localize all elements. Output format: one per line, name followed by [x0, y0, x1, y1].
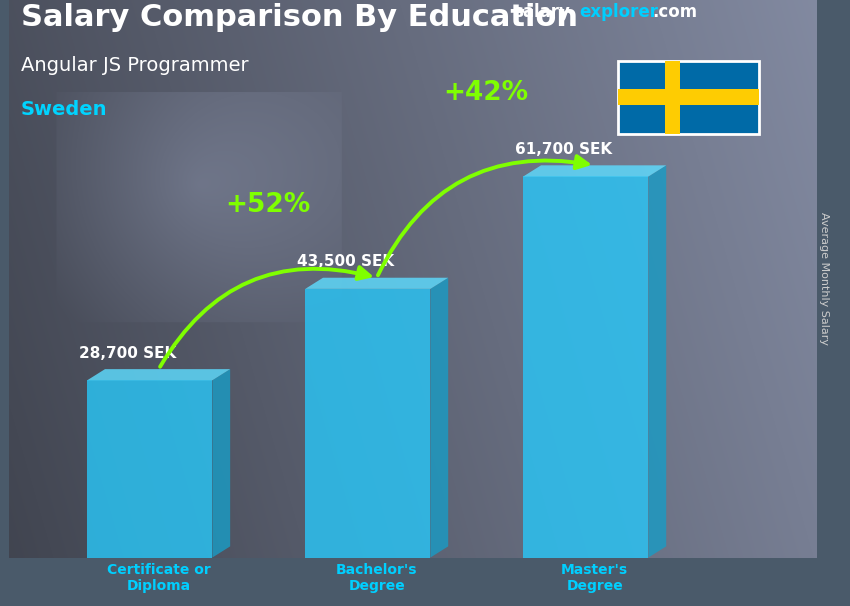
Bar: [618, 89, 759, 105]
Polygon shape: [305, 289, 430, 558]
Text: Salary Comparison By Education: Salary Comparison By Education: [20, 3, 578, 32]
Text: +42%: +42%: [443, 80, 529, 106]
Text: 28,700 SEK: 28,700 SEK: [79, 346, 177, 361]
Text: salary: salary: [513, 3, 570, 21]
Polygon shape: [524, 165, 666, 176]
Text: 61,700 SEK: 61,700 SEK: [515, 142, 612, 157]
Bar: [618, 61, 759, 134]
Text: Certificate or
Diploma: Certificate or Diploma: [107, 563, 211, 593]
Polygon shape: [88, 369, 230, 381]
Text: explorer: explorer: [580, 3, 659, 21]
Text: 43,500 SEK: 43,500 SEK: [298, 255, 394, 270]
Polygon shape: [305, 278, 448, 289]
Polygon shape: [212, 369, 230, 558]
Polygon shape: [88, 381, 212, 558]
Text: Sweden: Sweden: [20, 101, 107, 119]
Text: .com: .com: [652, 3, 697, 21]
Text: Angular JS Programmer: Angular JS Programmer: [20, 56, 248, 75]
Polygon shape: [430, 278, 448, 558]
Text: Master's
Degree: Master's Degree: [561, 563, 628, 593]
Text: +52%: +52%: [225, 192, 310, 218]
Text: Average Monthly Salary: Average Monthly Salary: [819, 212, 829, 345]
Text: Bachelor's
Degree: Bachelor's Degree: [336, 563, 417, 593]
Bar: [665, 61, 680, 134]
Polygon shape: [649, 165, 666, 558]
Polygon shape: [524, 176, 649, 558]
